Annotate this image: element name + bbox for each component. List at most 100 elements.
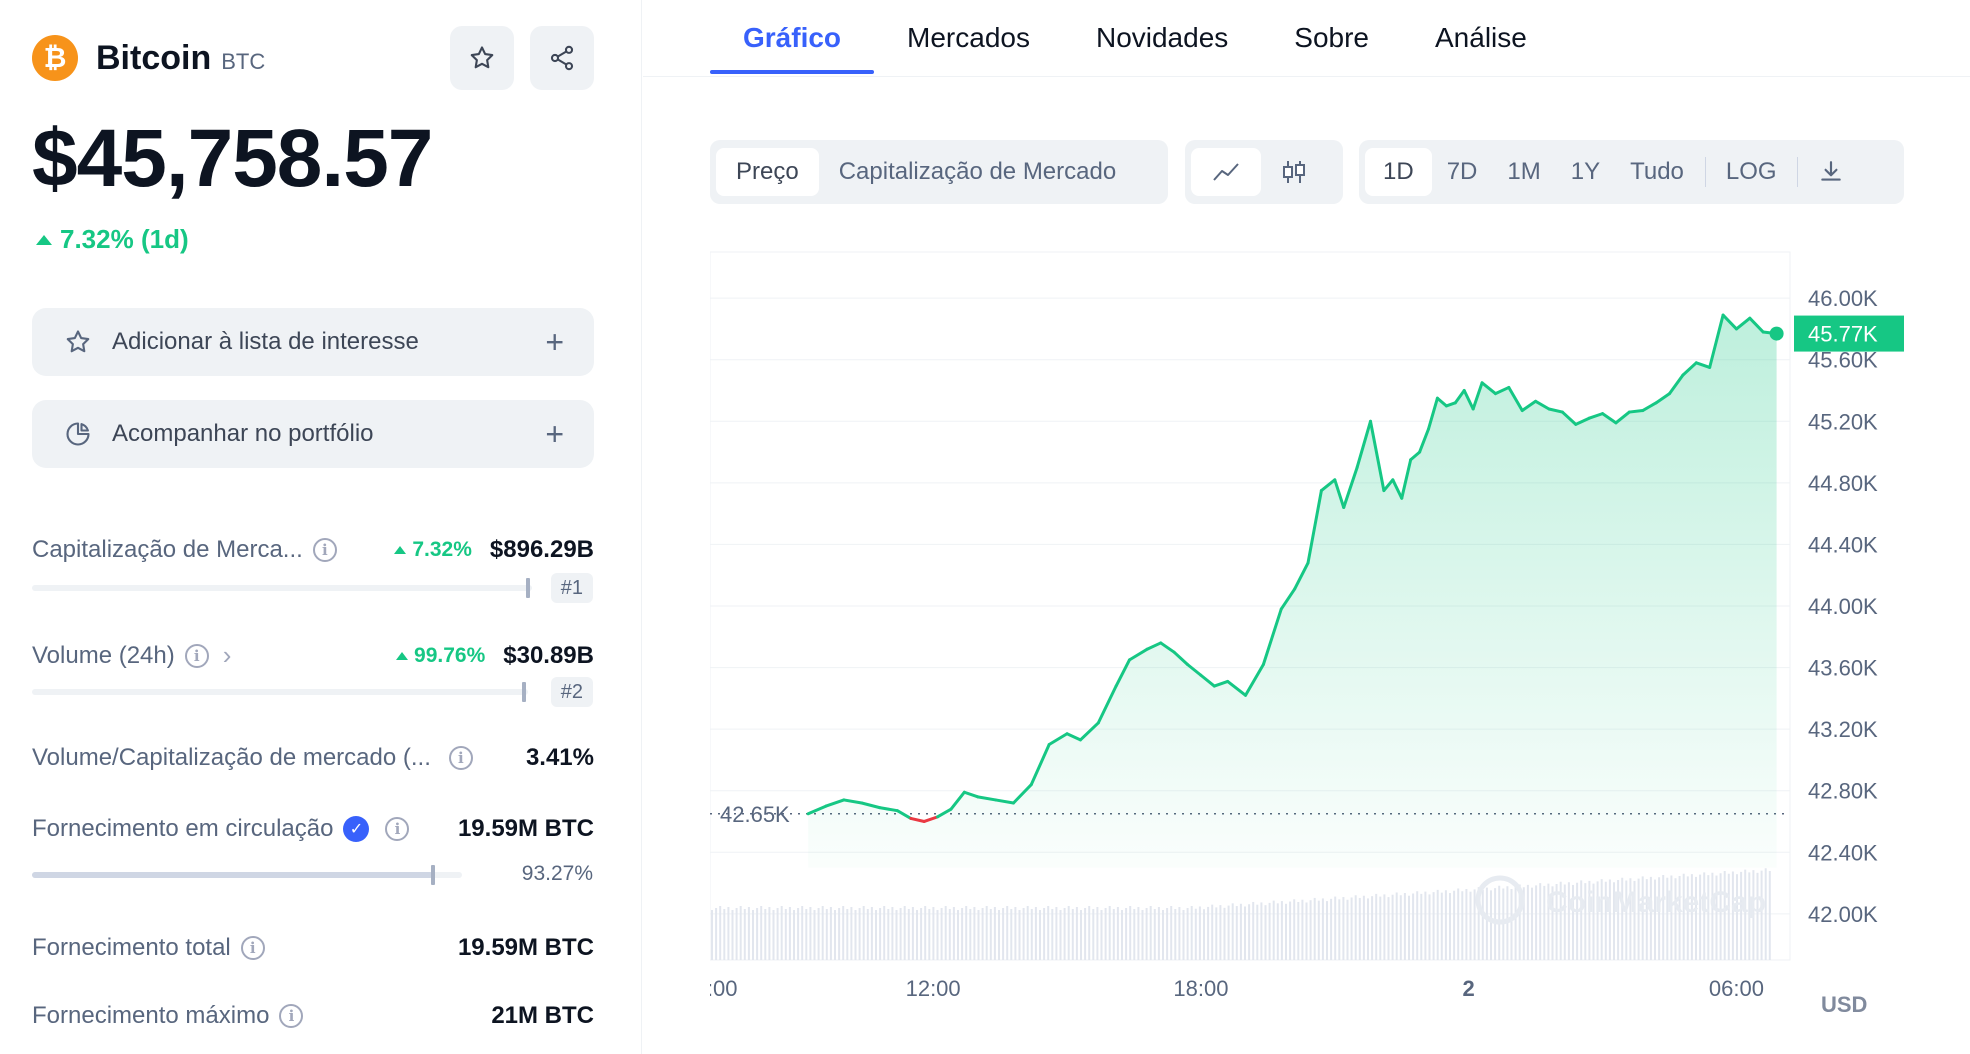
track-portfolio-button[interactable]: Acompanhar no portfólio +: [32, 400, 594, 468]
volume-value: $30.89B: [503, 641, 594, 669]
price-line-segment: [824, 798, 846, 808]
price-line-segment: [1333, 478, 1346, 509]
tab-markets[interactable]: Mercados: [907, 22, 1030, 53]
price-line-segment: [1391, 478, 1404, 500]
price-line-segment: [1435, 396, 1448, 408]
log-scale-button[interactable]: LOG: [1725, 158, 1777, 185]
price-line-segment: [1453, 389, 1466, 405]
tab-chart[interactable]: Gráfico: [710, 0, 875, 76]
metric-price-button[interactable]: Preço: [716, 148, 819, 196]
currency-label: USD: [1821, 992, 1868, 1017]
line-chart-button[interactable]: [1191, 148, 1261, 196]
price-line-segment: [936, 807, 953, 819]
download-button[interactable]: [1804, 148, 1858, 196]
range-1m-button[interactable]: 1M: [1507, 158, 1541, 185]
time-range-toggle: 1D 7D 1M 1Y Tudo LOG: [1359, 140, 1904, 204]
price-line-segment: [1319, 478, 1337, 493]
info-icon[interactable]: i: [448, 746, 473, 770]
price-line-segment: [1382, 478, 1395, 493]
price-line-segment: [1694, 361, 1712, 369]
tab-news[interactable]: Novidades: [1095, 22, 1229, 53]
price-line-segment: [1418, 427, 1431, 454]
price-line-segment: [1159, 641, 1176, 654]
tab-analysis[interactable]: Análise: [1435, 22, 1527, 53]
y-tick-label: 44.00K: [1808, 594, 1878, 619]
price-line-segment: [1261, 607, 1283, 666]
share-button[interactable]: [530, 26, 594, 90]
price-line-segment: [1668, 373, 1685, 396]
price-line-segment: [842, 798, 864, 805]
price-line-segment: [1601, 412, 1618, 425]
up-arrow-icon: [396, 651, 409, 660]
price-line-segment: [1172, 650, 1190, 666]
range-1d-button[interactable]: 1D: [1365, 148, 1432, 196]
coinmarketcap-watermark: CoinMarketCap: [1546, 886, 1766, 919]
price-change-1d: 7.32% (1d): [36, 224, 189, 255]
plus-icon: +: [545, 324, 564, 360]
price-line-segment: [1368, 419, 1386, 493]
volume-change: 99.76%: [396, 644, 485, 668]
price-area: [808, 315, 1777, 868]
star-icon: [470, 46, 494, 69]
track-portfolio-label: Acompanhar no portfólio: [112, 420, 374, 447]
candlestick-chart-button[interactable]: [1261, 148, 1327, 196]
price-line-segment: [1279, 587, 1297, 611]
chevron-right-icon[interactable]: ›: [222, 640, 232, 670]
circulating-supply-bar: [32, 865, 462, 885]
line-chart-icon: [1213, 163, 1239, 181]
price-line-segment: [1145, 641, 1163, 651]
star-outline-icon: [66, 330, 90, 353]
x-tick-label: 18:00: [1173, 976, 1228, 1001]
metric-market-cap-button[interactable]: Capitalização de Mercado: [838, 158, 1117, 185]
price-change-value: 7.32% (1d): [60, 224, 189, 254]
y-tick-label: 42.80K: [1808, 779, 1878, 804]
circulating-supply-bar-fill: [32, 872, 434, 878]
coin-header: ₿ Bitcoin BTC: [32, 34, 265, 82]
up-arrow-icon: [36, 234, 52, 245]
market-cap-label: Capitalização de Merca...: [32, 536, 303, 563]
total-supply-row: Fornecimento total i 19.59M BTC: [32, 934, 594, 962]
add-to-watchlist-button[interactable]: Adicionar à lista de interesse +: [32, 308, 594, 376]
market-cap-row: Capitalização de Merca... i 7.32% $896.2…: [32, 536, 594, 564]
price-chart-svg[interactable]: 46.00K 45.60K 45.20K 44.80K 44.40K 44.00K 43.6…: [682, 250, 1960, 1030]
tab-about[interactable]: Sobre: [1294, 22, 1369, 53]
info-icon[interactable]: i: [385, 817, 410, 841]
y-tick-label: 45.60K: [1808, 348, 1878, 373]
market-cap-value: $896.29B: [489, 536, 594, 563]
price-line-segment: [895, 809, 913, 820]
range-7d-button[interactable]: 7D: [1446, 158, 1478, 185]
price-line-segment: [1534, 399, 1551, 411]
max-supply-value: 21M BTC: [491, 1002, 594, 1029]
y-tick-label: 46.00K: [1808, 286, 1878, 311]
total-supply-label: Fornecimento total: [32, 934, 231, 961]
info-icon[interactable]: i: [279, 1004, 304, 1028]
x-tick-label: 12:00: [906, 976, 961, 1001]
price-line-segment: [1226, 679, 1248, 697]
range-1y-button[interactable]: 1Y: [1570, 158, 1601, 185]
price-line-segment: [1011, 783, 1033, 805]
price-line-segment: [1114, 658, 1132, 688]
open-price-label: 42.65K: [720, 802, 790, 827]
y-tick-label: 42.40K: [1808, 840, 1878, 865]
x-tick-label: 07:00: [710, 976, 738, 1001]
price-line-segment: [994, 798, 1015, 805]
watchlist-star-button[interactable]: [450, 26, 514, 90]
price-line-segment: [976, 795, 998, 802]
max-supply-row: Fornecimento máximo i 21M BTC: [32, 1002, 594, 1030]
volume-market-cap-value: 3.41%: [525, 744, 594, 771]
up-arrow-icon: [394, 546, 407, 554]
y-tick-label: 43.60K: [1808, 656, 1878, 681]
price-line-segment: [1721, 313, 1738, 331]
info-icon[interactable]: i: [312, 538, 337, 562]
price-line-segment: [1587, 412, 1605, 420]
info-icon[interactable]: i: [184, 643, 209, 668]
range-all-button[interactable]: Tudo: [1630, 158, 1684, 185]
price-line-segment: [1627, 409, 1645, 414]
verified-check-icon: ✓: [343, 816, 370, 842]
rank-bar-marker: [526, 578, 530, 598]
price-line-segment: [1547, 407, 1564, 414]
info-icon[interactable]: i: [240, 936, 265, 960]
y-tick-label: 43.20K: [1808, 717, 1878, 742]
price-line-segment: [1293, 561, 1310, 591]
price-line-segment: [1560, 410, 1578, 426]
